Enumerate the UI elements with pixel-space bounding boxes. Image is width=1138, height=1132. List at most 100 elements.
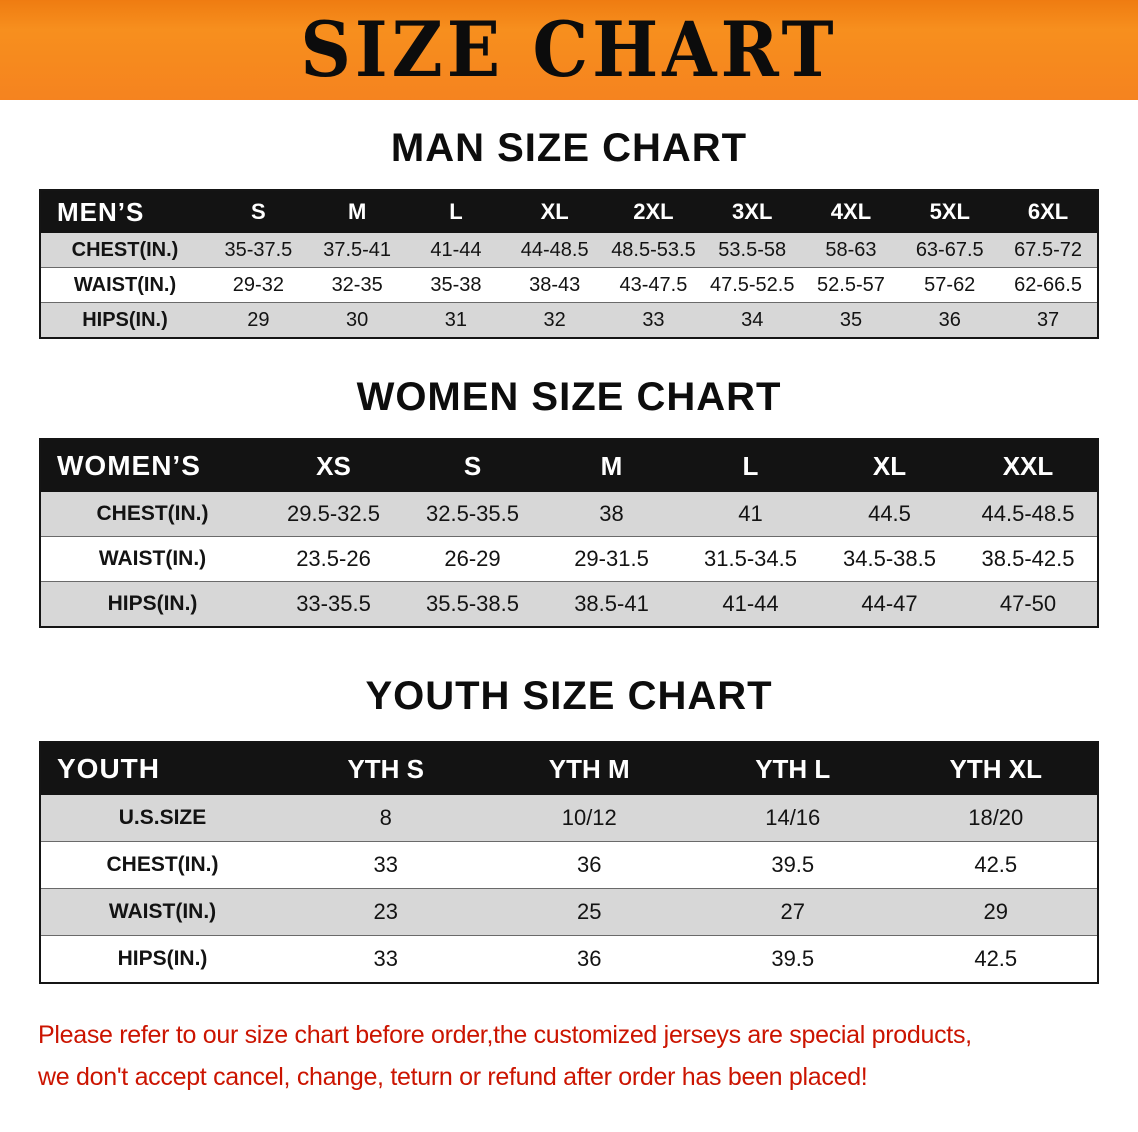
table-row: U.S.SIZE 8 10/12 14/16 18/20 xyxy=(40,795,1098,842)
size-value-cell: 39.5 xyxy=(771,852,815,877)
row-label: CHEST(IN.) xyxy=(106,853,219,876)
size-column-header: S xyxy=(403,439,542,492)
table-header-row: YOUTH YTH S YTH M YTH L YTH XL xyxy=(40,742,1098,795)
youth-size-table: YOUTH YTH S YTH M YTH L YTH XL U.S.SIZE 8 10/1… xyxy=(39,741,1099,984)
row-label: WAIST(IN.) xyxy=(98,547,207,570)
table-row: HIPS(IN.) 33 36 39.5 42.5 xyxy=(40,935,1098,983)
size-value-cell: 35-38 xyxy=(430,273,482,296)
youth-table-head: YOUTH YTH S YTH M YTH L YTH XL xyxy=(40,742,1098,795)
row-label: WAIST(IN.) xyxy=(73,273,177,296)
men-section-heading: MAN SIZE CHART xyxy=(390,126,748,170)
size-value-cell: 37 xyxy=(1036,308,1060,331)
size-value-cell: 47-50 xyxy=(999,591,1057,616)
size-value-cell: 35-37.5 xyxy=(224,238,293,261)
table-row: HIPS(IN.) 33-35.5 35.5-38.5 38.5-41 41-44 44-… xyxy=(40,581,1098,627)
youth-section-heading: YOUTH SIZE CHART xyxy=(365,674,773,718)
size-column-header: L xyxy=(681,439,820,492)
row-label: WAIST(IN.) xyxy=(108,900,217,923)
size-value-cell: 31.5-34.5 xyxy=(704,546,797,571)
size-column-header: YTH L xyxy=(691,742,895,795)
table-row: CHEST(IN.) 29.5-32.5 32.5-35.5 38 41 44.5 44.5… xyxy=(40,492,1098,537)
women-size-section: WOMEN SIZE CHART WOMEN’S XS S M L XL XXL CHEST… xyxy=(0,375,1138,628)
women-table-body: CHEST(IN.) 29.5-32.5 32.5-35.5 38 41 44.5 44.5… xyxy=(40,492,1098,627)
size-value-cell: 36 xyxy=(577,946,602,971)
youth-size-section: YOUTH SIZE CHART YOUTH YTH S YTH M YTH L YTH… xyxy=(0,674,1138,984)
size-value-cell: 53.5-58 xyxy=(718,238,787,261)
table-row: WAIST(IN.) 23.5-26 26-29 29-31.5 31.5-34.5 34… xyxy=(40,536,1098,582)
women-size-table: WOMEN’S XS S M L XL XXL CHEST(IN.) 29.5-32.5 32.… xyxy=(39,438,1099,628)
row-label: HIPS(IN.) xyxy=(107,592,198,615)
size-value-cell: 29.5-32.5 xyxy=(287,501,380,526)
size-chart-banner: SIZE CHART xyxy=(0,0,1138,100)
size-value-cell: 44.5-48.5 xyxy=(981,501,1075,526)
size-value-cell: 30 xyxy=(346,308,369,331)
table-title-cell: YOUTH xyxy=(40,742,284,795)
size-column-header: YTH M xyxy=(487,742,691,795)
size-column-header: M xyxy=(307,190,407,233)
size-value-cell: 32-35 xyxy=(331,273,383,296)
size-value-cell: 29 xyxy=(247,308,270,331)
size-value-cell: 34 xyxy=(741,308,764,331)
size-value-cell: 38-43 xyxy=(529,273,581,296)
men-size-section: MAN SIZE CHART MEN’S S M L XL 2XL 3XL 4XL 5XL 6XL… xyxy=(0,126,1138,339)
row-label: HIPS(IN.) xyxy=(82,308,168,331)
table-header-row: MEN’S S M L XL 2XL 3XL 4XL 5XL 6XL xyxy=(40,190,1098,233)
table-title-cell: WOMEN’S xyxy=(40,439,264,492)
size-value-cell: 57-62 xyxy=(924,273,976,296)
women-table-head: WOMEN’S XS S M L XL XXL xyxy=(40,439,1098,492)
size-value-cell: 23.5-26 xyxy=(296,546,371,571)
size-value-cell: 33 xyxy=(373,852,398,877)
youth-table-body: U.S.SIZE 8 10/12 14/16 18/20 CHEST(IN.) 33 36 39… xyxy=(40,795,1098,983)
size-value-cell: 23 xyxy=(373,899,398,924)
size-value-cell: 47.5-52.5 xyxy=(709,273,795,296)
size-value-cell: 25 xyxy=(577,899,602,924)
size-value-cell: 35.5-38.5 xyxy=(426,591,519,616)
size-column-header: M xyxy=(542,439,681,492)
size-value-cell: 42.5 xyxy=(974,946,1018,971)
size-column-header: 3XL xyxy=(702,190,802,233)
table-row: WAIST(IN.) 29-32 32-35 35-38 38-43 43-47.5 47.… xyxy=(40,267,1098,303)
size-column-header: 6XL xyxy=(999,190,1098,233)
size-value-cell: 36 xyxy=(938,308,961,331)
size-value-cell: 29-31.5 xyxy=(574,546,649,571)
size-value-cell: 32.5-35.5 xyxy=(426,501,519,526)
size-value-cell: 29-32 xyxy=(232,273,284,296)
size-column-header: XL xyxy=(505,190,605,233)
disclaimer: Please refer to our size chart before or… xyxy=(38,1014,1100,1098)
size-value-cell: 33 xyxy=(373,946,398,971)
size-value-cell: 43-47.5 xyxy=(619,273,688,296)
table-title-cell: MEN’S xyxy=(40,190,209,233)
table-row: WAIST(IN.) 23 25 27 29 xyxy=(40,888,1098,936)
size-value-cell: 33-35.5 xyxy=(296,591,371,616)
size-value-cell: 63-67.5 xyxy=(915,238,984,261)
size-value-cell: 38.5-41 xyxy=(574,591,649,616)
size-value-cell: 44-48.5 xyxy=(520,238,589,261)
size-column-header: YTH S xyxy=(284,742,488,795)
size-column-header: 2XL xyxy=(604,190,703,233)
size-value-cell: 32 xyxy=(543,308,566,331)
row-label: HIPS(IN.) xyxy=(117,947,208,970)
size-value-cell: 41 xyxy=(738,501,763,526)
size-column-header: L xyxy=(406,190,506,233)
row-label: CHEST(IN.) xyxy=(71,238,179,261)
size-column-header: YTH XL xyxy=(894,742,1098,795)
size-value-cell: 37.5-41 xyxy=(323,238,392,261)
size-value-cell: 44-47 xyxy=(861,591,918,616)
size-chart-content: MAN SIZE CHART MEN’S S M L XL 2XL 3XL 4XL 5XL 6XL… xyxy=(0,126,1138,984)
table-row: HIPS(IN.) 29 30 31 32 33 34 35 36 37 xyxy=(40,302,1098,338)
size-value-cell: 26-29 xyxy=(444,546,501,571)
size-value-cell: 42.5 xyxy=(974,852,1018,877)
size-value-cell: 10/12 xyxy=(561,805,617,830)
size-value-cell: 14/16 xyxy=(765,805,821,830)
size-value-cell: 36 xyxy=(577,852,602,877)
men-table-head: MEN’S S M L XL 2XL 3XL 4XL 5XL 6XL xyxy=(40,190,1098,233)
size-value-cell: 8 xyxy=(379,805,392,830)
size-column-header: 4XL xyxy=(801,190,901,233)
table-row: CHEST(IN.) 33 36 39.5 42.5 xyxy=(40,841,1098,889)
size-value-cell: 39.5 xyxy=(771,946,815,971)
men-size-table: MEN’S S M L XL 2XL 3XL 4XL 5XL 6XL CHEST(IN.) 35-3… xyxy=(39,189,1099,339)
size-value-cell: 34.5-38.5 xyxy=(843,546,936,571)
size-value-cell: 58-63 xyxy=(825,238,877,261)
size-column-header: XL xyxy=(820,439,959,492)
size-value-cell: 44.5 xyxy=(868,501,911,526)
